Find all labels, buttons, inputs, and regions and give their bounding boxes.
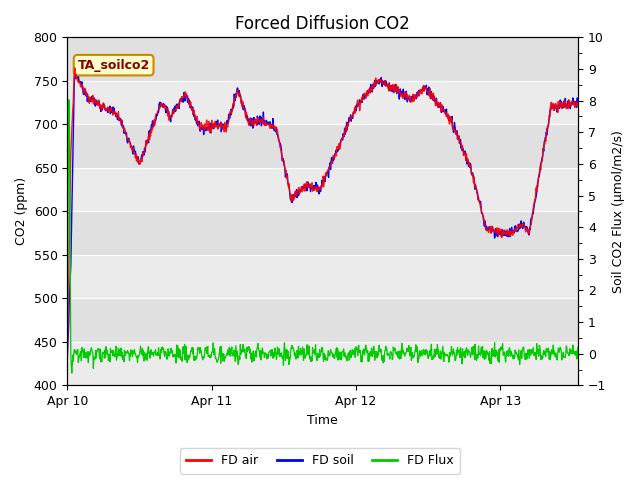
Bar: [67, 168, 579, 211]
Y-axis label: Soil CO2 Flux (μmol/m2/s): Soil CO2 Flux (μmol/m2/s): [612, 130, 625, 293]
Text: TA_soilco2: TA_soilco2: [77, 59, 150, 72]
Title: Forced Diffusion CO2: Forced Diffusion CO2: [236, 15, 410, 33]
X-axis label: Time: Time: [307, 414, 338, 427]
Bar: [67, 255, 579, 299]
Bar: [67, 81, 579, 124]
Bar: [67, 342, 579, 385]
Legend: FD air, FD soil, FD Flux: FD air, FD soil, FD Flux: [180, 448, 460, 474]
Y-axis label: CO2 (ppm): CO2 (ppm): [15, 177, 28, 245]
